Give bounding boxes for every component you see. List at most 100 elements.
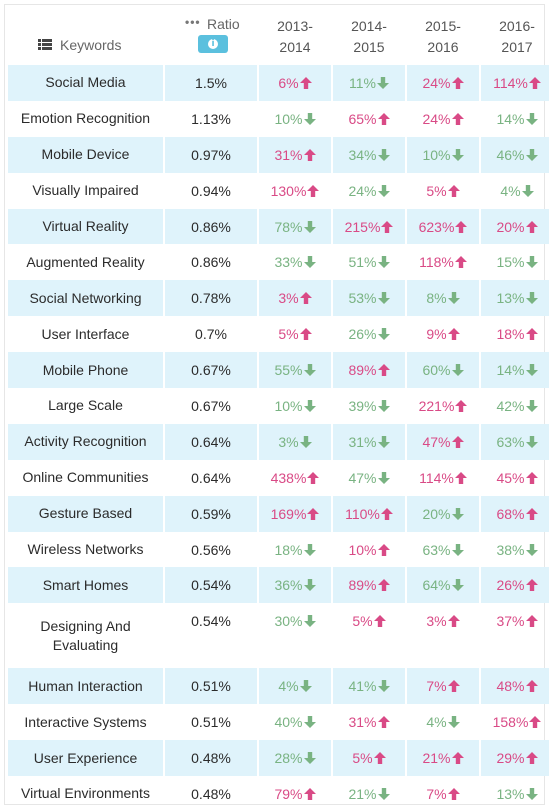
arrow-up-icon bbox=[525, 506, 538, 522]
change-value: 28% bbox=[274, 750, 303, 767]
ratio-cell: 0.48% bbox=[191, 785, 231, 802]
year-header-2013-2014[interactable]: 2013- 2014 bbox=[259, 5, 331, 65]
ratio-cell: 0.51% bbox=[191, 714, 231, 731]
arrow-down-icon bbox=[377, 678, 390, 694]
table-row[interactable]: Social Media 1.5% 6% 11% 24% 114% bbox=[8, 65, 549, 101]
year-header-2015-2016[interactable]: 2015- 2016 bbox=[407, 5, 479, 65]
change-value: 114% bbox=[493, 74, 528, 91]
table-row[interactable]: Interactive Systems 0.51% 40% 31% 4% 158% bbox=[8, 704, 549, 740]
arrow-down-icon bbox=[377, 147, 390, 163]
change-value: 63% bbox=[422, 541, 451, 558]
arrow-up-icon bbox=[454, 254, 467, 270]
change-value: 5% bbox=[352, 613, 373, 630]
change-cell: 4% bbox=[481, 173, 549, 209]
change-cell: 63% bbox=[481, 423, 549, 460]
table-row[interactable]: Augmented Reality 0.86% 33% 51% 118% 15% bbox=[8, 244, 549, 280]
change-value: 5% bbox=[278, 326, 299, 343]
ratio-cell: 0.67% bbox=[191, 397, 231, 414]
arrow-down-icon bbox=[525, 111, 538, 127]
arrow-down-icon bbox=[377, 786, 390, 802]
table-row[interactable]: Virtual Environments 0.48% 79% 21% 7% 13% bbox=[8, 776, 549, 812]
keyword-cell: Designing And Evaluating bbox=[8, 603, 163, 668]
table-row[interactable]: Activity Recognition 0.64% 3% 31% 47% 63% bbox=[8, 423, 549, 460]
table-row[interactable]: Smart Homes 0.54% 36% 89% 64% 26% bbox=[8, 567, 549, 604]
table-row[interactable]: Virtual Reality 0.86% 78% 215% 623% 20% bbox=[8, 208, 549, 245]
change-value: 13% bbox=[496, 785, 525, 802]
change-value: 51% bbox=[348, 254, 377, 271]
change-value: 20% bbox=[422, 505, 451, 522]
change-value: 9% bbox=[426, 326, 447, 343]
change-cell: 3% bbox=[259, 280, 331, 317]
keyword-trend-table: Keywords ••• Ratio i 2013- 2014 2014- 2015… bbox=[6, 5, 549, 812]
year-header-2016-2017[interactable]: 2016- 2017 bbox=[481, 5, 549, 65]
table-row[interactable]: Human Interaction 0.51% 4% 41% 7% 48% bbox=[8, 668, 549, 705]
arrow-down-icon bbox=[303, 219, 316, 235]
arrow-down-icon bbox=[451, 577, 464, 593]
change-cell: 78% bbox=[259, 208, 331, 245]
change-value: 53% bbox=[348, 290, 377, 307]
arrow-up-icon bbox=[525, 219, 538, 235]
ratio-cell: 0.78% bbox=[165, 280, 257, 317]
arrow-down-icon bbox=[303, 398, 316, 414]
table-row[interactable]: User Experience 0.48% 28% 5% 21% 29% bbox=[8, 740, 549, 777]
table-row[interactable]: Large Scale 0.67% 10% 39% 221% 42% bbox=[8, 388, 549, 424]
keyword-cell: Mobile Device bbox=[8, 136, 163, 173]
change-value: 221% bbox=[418, 397, 455, 414]
ellipsis-icon[interactable]: ••• bbox=[185, 15, 201, 29]
table-row[interactable]: Gesture Based 0.59% 169% 110% 20% 68% bbox=[8, 495, 549, 532]
arrow-down-icon bbox=[451, 506, 464, 522]
change-value: 114% bbox=[419, 469, 454, 486]
change-cell: 40% bbox=[259, 704, 331, 740]
change-cell: 14% bbox=[481, 101, 549, 137]
year-header-line: 2013- bbox=[277, 18, 313, 34]
change-cell: 63% bbox=[407, 532, 479, 568]
change-cell: 42% bbox=[481, 388, 549, 424]
table-row[interactable]: Mobile Phone 0.67% 55% 89% 60% 14% bbox=[8, 352, 549, 389]
table-row[interactable]: Designing And Evaluating 0.54% 30% 5% 3% 37% bbox=[8, 603, 549, 668]
table-row[interactable]: Online Communities 0.64% 438% 47% 114% 45% bbox=[8, 460, 549, 496]
arrow-down-icon bbox=[303, 750, 316, 766]
change-value: 110% bbox=[345, 505, 380, 522]
table-row[interactable]: User Interface 0.7% 5% 26% 9% 18% bbox=[8, 316, 549, 352]
info-icon[interactable]: i bbox=[198, 35, 228, 53]
change-cell: 68% bbox=[481, 495, 549, 532]
arrow-down-icon bbox=[377, 290, 390, 306]
arrow-up-icon bbox=[447, 786, 460, 802]
change-cell: 21% bbox=[407, 740, 479, 777]
change-value: 30% bbox=[274, 613, 303, 630]
year-header-2014-2015[interactable]: 2014- 2015 bbox=[333, 5, 405, 65]
table-row[interactable]: Wireless Networks 0.56% 18% 10% 63% 38% bbox=[8, 532, 549, 568]
arrow-up-icon bbox=[377, 714, 390, 730]
change-value: 68% bbox=[496, 505, 525, 522]
change-value: 3% bbox=[426, 613, 447, 630]
year-header-line: 2017 bbox=[501, 39, 533, 55]
change-value: 64% bbox=[422, 577, 451, 594]
change-cell: 9% bbox=[407, 316, 479, 352]
change-cell: 13% bbox=[481, 776, 549, 812]
ratio-column-header[interactable]: ••• Ratio i bbox=[165, 5, 257, 65]
table-row[interactable]: Emotion Recognition 1.13% 10% 65% 24% 14% bbox=[8, 101, 549, 137]
change-value: 4% bbox=[426, 714, 447, 731]
arrow-down-icon bbox=[303, 111, 316, 127]
arrow-up-icon bbox=[303, 786, 316, 802]
change-cell: 65% bbox=[333, 101, 405, 137]
arrow-down-icon bbox=[451, 542, 464, 558]
table-row[interactable]: Visually Impaired 0.94% 130% 24% 5% 4% bbox=[8, 173, 549, 209]
keywords-column-header[interactable]: Keywords bbox=[8, 5, 163, 65]
change-value: 118% bbox=[419, 254, 454, 271]
change-cell: 3% bbox=[259, 423, 331, 460]
change-value: 18% bbox=[496, 326, 525, 343]
change-cell: 64% bbox=[407, 567, 479, 604]
change-value: 41% bbox=[348, 678, 377, 695]
arrow-up-icon bbox=[447, 678, 460, 694]
keyword-cell: Human Interaction bbox=[8, 668, 163, 705]
change-value: 5% bbox=[426, 182, 447, 199]
change-cell: 28% bbox=[259, 740, 331, 777]
arrow-down-icon bbox=[377, 434, 390, 450]
change-cell: 5% bbox=[407, 173, 479, 209]
change-value: 7% bbox=[426, 785, 447, 802]
table-row[interactable]: Social Networking 0.78% 3% 53% 8% 13% bbox=[8, 280, 549, 317]
keyword-line: Evaluating bbox=[52, 636, 119, 653]
table-row[interactable]: Mobile Device 0.97% 31% 34% 10% 46% bbox=[8, 136, 549, 173]
arrow-down-icon bbox=[525, 398, 538, 414]
